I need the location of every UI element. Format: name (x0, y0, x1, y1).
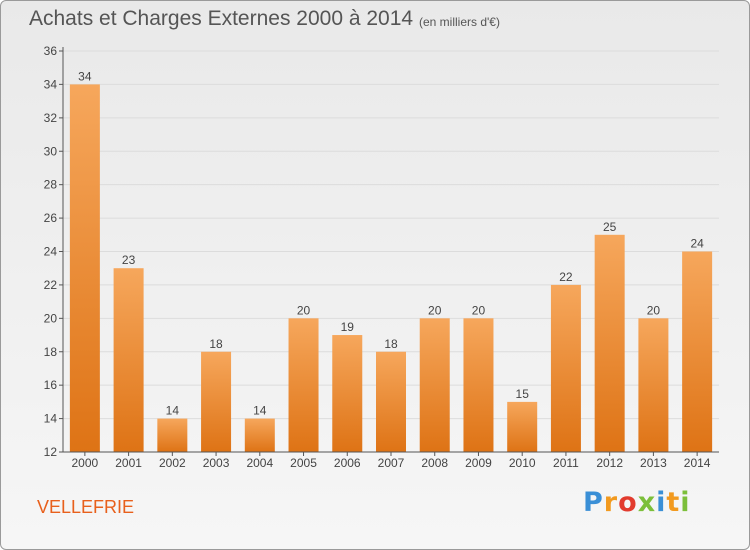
bar (550, 284, 581, 452)
logo-letter: i (680, 487, 691, 518)
bar (463, 318, 494, 452)
data-label: 19 (341, 320, 355, 334)
y-tick-label: 14 (44, 412, 58, 426)
y-tick-label: 24 (44, 245, 58, 259)
x-tick-label: 2001 (115, 456, 142, 470)
data-label: 24 (690, 237, 704, 251)
bar (157, 418, 188, 452)
data-label: 14 (166, 404, 180, 418)
bar (376, 351, 406, 452)
bar (638, 318, 669, 452)
x-tick-label: 2003 (203, 456, 230, 470)
data-label: 34 (78, 69, 92, 83)
y-tick-label: 16 (44, 378, 58, 392)
y-tick-label: 28 (44, 178, 58, 192)
y-tick-label: 34 (44, 77, 58, 91)
data-label: 20 (428, 303, 442, 317)
logo-letter: x (637, 487, 657, 518)
y-tick-label: 26 (44, 211, 58, 225)
logo-letter: o (618, 487, 638, 518)
x-tick-label: 2011 (553, 456, 579, 470)
bar (288, 318, 319, 452)
data-label: 14 (253, 404, 267, 418)
x-tick-label: 2000 (72, 456, 99, 470)
logo-letter: r (603, 487, 619, 518)
bar (113, 268, 144, 452)
bar (682, 251, 713, 452)
bar (594, 234, 625, 452)
chart-title: Achats et Charges Externes 2000 à 2014 (29, 7, 414, 30)
x-tick-label: 2008 (421, 456, 448, 470)
bar (244, 418, 275, 452)
x-tick-label: 2012 (596, 456, 623, 470)
data-label: 18 (384, 337, 398, 351)
x-tick-label: 2005 (290, 456, 317, 470)
bar (332, 335, 363, 452)
logo-letter: i (656, 487, 667, 518)
y-tick-label: 32 (44, 111, 58, 125)
data-label: 15 (516, 387, 530, 401)
logo-letter: P (583, 487, 604, 518)
bar (201, 351, 232, 452)
y-tick-label: 30 (44, 144, 58, 158)
data-label: 20 (472, 303, 486, 317)
commune-name: VELLEFRIE (37, 497, 135, 517)
y-tick-label: 36 (44, 44, 58, 58)
x-tick-label: 2006 (334, 456, 361, 470)
y-tick-label: 12 (44, 445, 58, 459)
y-tick-label: 18 (44, 345, 58, 359)
y-tick-label: 22 (44, 278, 58, 292)
chart-subtitle: (en milliers d'€) (419, 15, 500, 29)
y-tick-label: 20 (44, 311, 58, 325)
proxiti-logo[interactable]: Proxiti (583, 487, 691, 518)
data-label: 20 (297, 303, 311, 317)
logo-letter: t (666, 487, 681, 518)
data-label: 18 (209, 337, 223, 351)
data-label: 20 (647, 303, 661, 317)
data-label: 23 (122, 253, 136, 267)
bar (419, 318, 450, 452)
bar (507, 401, 538, 452)
data-label: 22 (559, 270, 573, 284)
x-tick-label: 2009 (465, 456, 492, 470)
x-tick-label: 2004 (246, 456, 273, 470)
x-tick-label: 2013 (640, 456, 667, 470)
bar (69, 84, 100, 453)
x-tick-label: 2010 (509, 456, 536, 470)
bars: 34 23 14 18 14 20 19 18 20 20 15 22 25 20 24 (69, 69, 713, 453)
data-label: 25 (603, 220, 617, 234)
axes: 12 14 16 18 20 22 24 26 28 30 32 34 36 2000 2001 2002 20… (44, 44, 719, 470)
x-tick-label: 2007 (378, 456, 405, 470)
x-tick-label: 2002 (159, 456, 186, 470)
x-tick-label: 2014 (684, 456, 711, 470)
